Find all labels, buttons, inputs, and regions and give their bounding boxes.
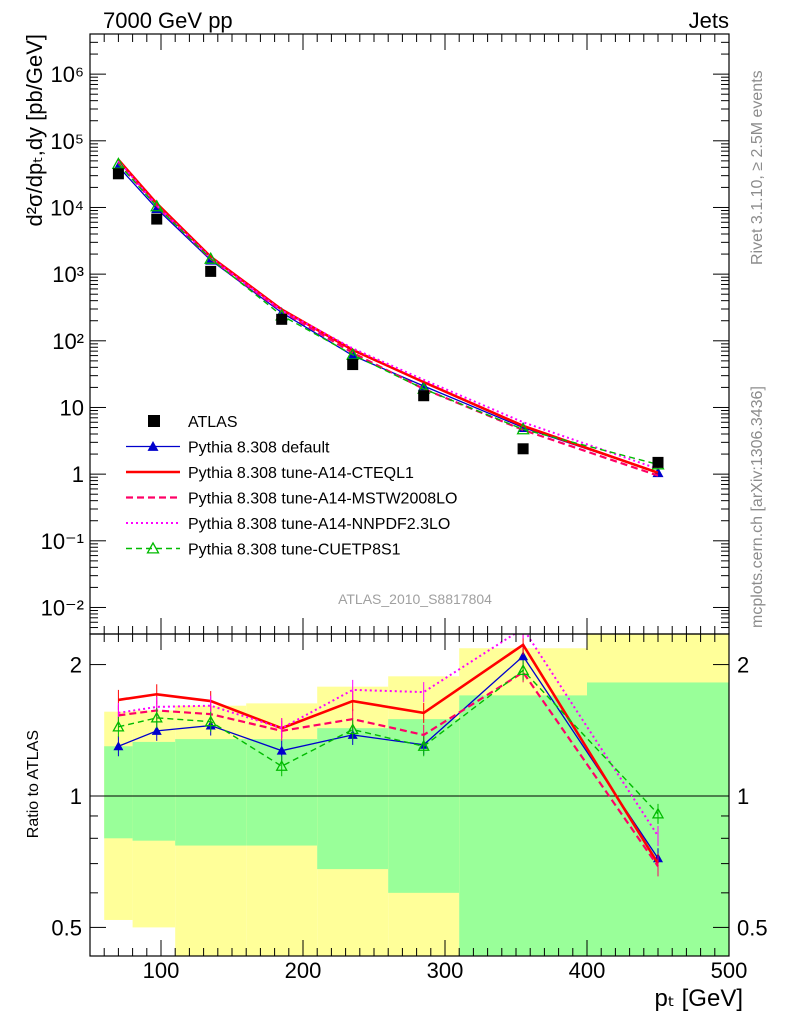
x-tick-label: 100 — [143, 958, 180, 983]
legend-marker-square — [148, 415, 160, 427]
main-y-axis-title: d²σ/dpₜ,dy [pb/GeV] — [22, 34, 47, 227]
legend-label: Pythia 8.308 default — [188, 440, 330, 457]
triangle-marker — [113, 741, 124, 751]
ratio-frame — [89, 633, 730, 957]
main-series-line — [117, 160, 659, 470]
open-triangle-marker — [275, 759, 288, 771]
inner-band-bin — [104, 746, 133, 839]
legend-label: Pythia 8.308 tune-A14-MSTW2008LO — [188, 491, 457, 508]
legend-label: ATLAS — [188, 414, 238, 431]
x-tick-label: 200 — [285, 958, 322, 983]
open-triangle-marker — [112, 720, 125, 732]
ratio-y-tick-label-right: 2 — [737, 653, 749, 678]
ratio-y-tick-label-right: 1 — [737, 784, 749, 809]
open-triangle-marker — [150, 711, 163, 723]
ratio-y-tick-label-left: 1 — [70, 784, 82, 809]
main-y-tick-label: 1 — [72, 462, 84, 487]
main-y-tick-label: 10⁵ — [50, 129, 84, 154]
main-series-line — [117, 166, 659, 474]
open-triangle-marker — [516, 422, 530, 435]
main-y-tick-label: 10³ — [52, 262, 84, 287]
header-right: Jets — [689, 8, 729, 33]
ratio-series-layer — [112, 634, 665, 877]
triangle-marker — [147, 441, 159, 451]
main-series-line — [117, 158, 659, 474]
main-series-layer — [111, 157, 665, 478]
ratio-y-axis-title: Ratio to ATLAS — [25, 730, 42, 838]
axes-layer: 10⁻² 10⁻¹ 1 10 10² 10³ 10⁴ 10⁵ 10⁶ 100 200 300 400 50… — [41, 33, 768, 983]
atlas-data-point — [652, 456, 664, 468]
main-series-line — [117, 163, 659, 466]
open-triangle-marker — [651, 807, 665, 819]
open-triangle-marker — [204, 715, 217, 727]
open-triangle-marker — [146, 541, 160, 554]
x-axis-title: pₜ [GeV] — [655, 985, 743, 1012]
x-tick-label: 300 — [427, 958, 464, 983]
legend-label: Pythia 8.308 tune-A14-CTEQL1 — [188, 465, 414, 482]
analysis-id: ATLAS_2010_S8817804 — [338, 591, 492, 607]
main-y-tick-label: 10⁶ — [50, 62, 84, 87]
main-y-tick-label: 10⁻² — [41, 595, 84, 620]
inner-band-bin — [317, 728, 389, 870]
ratio-series-line — [118, 669, 659, 815]
main-frame — [89, 33, 730, 635]
ratio-series-line — [118, 642, 660, 865]
x-tick-label: 400 — [569, 958, 606, 983]
ratio-y-tick-label-left: 2 — [70, 653, 82, 678]
atlas-data-point — [151, 213, 163, 225]
main-y-tick-label: 10⁻¹ — [41, 529, 84, 554]
header-left: 7000 GeV pp — [103, 8, 233, 33]
legend: ATLAS Pythia 8.308 default Pythia 8.308 tu… — [126, 414, 457, 559]
open-triangle-marker — [516, 664, 530, 675]
atlas-data-point — [418, 390, 430, 402]
inner-band-bin — [459, 695, 587, 956]
ratio-series-line — [118, 655, 659, 859]
legend-label: Pythia 8.308 tune-A14-NNPDF2.3LO — [188, 516, 450, 533]
atlas-data-point — [517, 443, 529, 455]
open-triangle-marker — [346, 347, 360, 360]
triangle-marker — [518, 651, 529, 661]
inner-band-bin — [132, 741, 176, 841]
atlas-data-point — [112, 168, 124, 180]
ratio-y-tick-label-right: 0.5 — [737, 915, 768, 940]
main-y-tick-label: 10 — [60, 395, 84, 420]
legend-label: Pythia 8.308 tune-CUETP8S1 — [188, 542, 401, 559]
open-triangle-marker — [204, 251, 218, 264]
triangle-marker — [276, 745, 287, 755]
x-tick-label: 500 — [711, 958, 748, 983]
open-triangle-marker — [150, 199, 164, 212]
open-triangle-marker — [417, 739, 430, 751]
atlas-data-point — [276, 313, 288, 325]
atlas-data-point — [347, 359, 359, 371]
mcplots-label: mcplots.cern.ch [arXiv:1306.3436] — [749, 386, 766, 628]
atlas-data-point — [205, 265, 217, 277]
main-y-tick-label: 10² — [52, 329, 84, 354]
uncertainty-bands — [90, 634, 729, 956]
triangle-marker — [151, 725, 162, 735]
rivet-label: Rivet 3.1.10, ≥ 2.5M events — [749, 70, 766, 265]
ratio-y-tick-label-left: 0.5 — [51, 915, 82, 940]
main-y-tick-label: 10⁴ — [50, 195, 84, 220]
open-triangle-marker — [346, 723, 359, 735]
inner-band-bin — [175, 739, 247, 846]
